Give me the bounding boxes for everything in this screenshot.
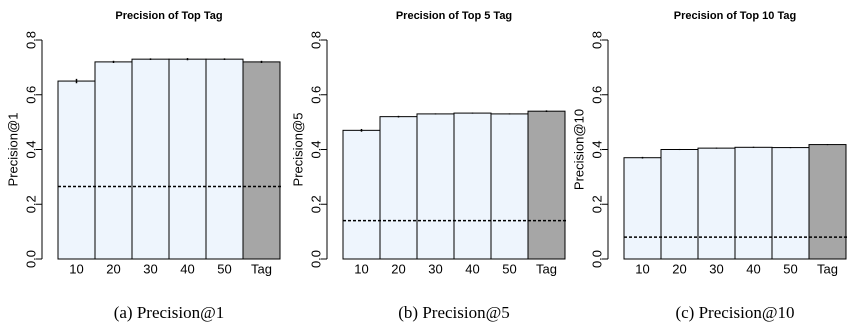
chart-title: Precision of Top Tag bbox=[115, 10, 222, 22]
x-tick-label: 30 bbox=[143, 261, 157, 276]
bar bbox=[379, 116, 418, 260]
x-tick-label: 40 bbox=[746, 261, 760, 276]
x-tick-label: Tag bbox=[536, 261, 557, 276]
y-tick-label: 0.8 bbox=[23, 31, 38, 49]
x-tick-label: 10 bbox=[354, 261, 368, 276]
bar bbox=[205, 58, 244, 260]
bar bbox=[453, 112, 492, 260]
bar bbox=[342, 129, 381, 260]
y-tick-label: 0.6 bbox=[308, 86, 323, 104]
y-tick-label: 0.8 bbox=[589, 31, 604, 49]
y-tick-label: 0.4 bbox=[308, 140, 323, 158]
bar bbox=[416, 113, 455, 260]
y-tick-label: 0.0 bbox=[308, 250, 323, 268]
bar bbox=[94, 61, 133, 260]
y-axis-label: Precision@10 bbox=[571, 109, 586, 190]
x-tick-label: 20 bbox=[391, 261, 405, 276]
y-axis-label: Precision@5 bbox=[290, 113, 305, 187]
x-tick-label: 10 bbox=[69, 261, 83, 276]
bar bbox=[57, 80, 96, 260]
x-tick-label: 50 bbox=[502, 261, 516, 276]
bar bbox=[242, 61, 281, 260]
y-tick-label: 0.8 bbox=[308, 31, 323, 49]
y-tick-label: 0.0 bbox=[589, 250, 604, 268]
x-tick-label: 30 bbox=[428, 261, 442, 276]
x-tick-label: 40 bbox=[465, 261, 479, 276]
caption: (b) Precision@5 bbox=[398, 303, 510, 322]
x-tick-label: 20 bbox=[672, 261, 686, 276]
y-tick-label: 0.4 bbox=[589, 140, 604, 158]
bar bbox=[168, 58, 207, 260]
x-tick-label: Tag bbox=[251, 261, 272, 276]
bar bbox=[490, 113, 529, 260]
bar bbox=[734, 146, 773, 260]
y-tick-label: 0.4 bbox=[23, 140, 38, 158]
y-tick-label: 0.6 bbox=[589, 86, 604, 104]
x-tick-label: 10 bbox=[635, 261, 649, 276]
y-axis-label: Precision@1 bbox=[5, 113, 20, 187]
bar bbox=[527, 110, 566, 260]
y-tick-label: 0.6 bbox=[23, 86, 38, 104]
bar bbox=[131, 58, 170, 260]
bar bbox=[660, 149, 699, 260]
x-tick-label: 50 bbox=[783, 261, 797, 276]
chart-title: Precision of Top 10 Tag bbox=[674, 10, 796, 22]
x-tick-label: 20 bbox=[106, 261, 120, 276]
y-tick-label: 0.2 bbox=[589, 195, 604, 213]
caption: (a) Precision@1 bbox=[114, 303, 225, 322]
chart-title: Precision of Top 5 Tag bbox=[396, 10, 512, 22]
bar bbox=[697, 147, 736, 260]
bar bbox=[623, 157, 662, 260]
x-tick-label: 50 bbox=[217, 261, 231, 276]
y-tick-label: 0.2 bbox=[23, 195, 38, 213]
x-tick-label: 30 bbox=[709, 261, 723, 276]
y-tick-label: 0.0 bbox=[23, 250, 38, 268]
x-tick-label: 40 bbox=[180, 261, 194, 276]
y-tick-label: 0.2 bbox=[308, 195, 323, 213]
bar bbox=[808, 144, 847, 260]
bar bbox=[771, 147, 810, 260]
caption: (c) Precision@10 bbox=[675, 303, 794, 322]
x-tick-label: Tag bbox=[817, 261, 838, 276]
